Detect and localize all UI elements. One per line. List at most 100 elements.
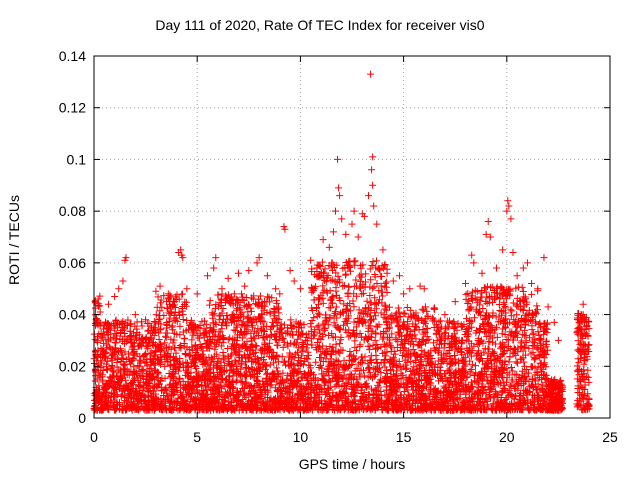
data-point: [332, 303, 340, 311]
data-point: [377, 369, 385, 377]
data-point: [367, 385, 375, 393]
data-point: [486, 284, 494, 292]
data-point: [312, 358, 320, 366]
data-point: [188, 336, 196, 344]
data-point: [396, 312, 404, 320]
data-point: [508, 364, 516, 372]
data-point: [369, 153, 377, 161]
data-point: [171, 362, 179, 370]
data-point: [358, 353, 366, 361]
data-point: [470, 259, 478, 267]
data-point: [278, 353, 286, 361]
data-point: [523, 366, 531, 374]
data-point: [451, 298, 459, 306]
data-point: [272, 285, 280, 293]
data-point: [573, 327, 581, 335]
data-point: [281, 225, 289, 233]
data-point: [257, 318, 265, 326]
data-point: [252, 342, 260, 350]
data-point: [96, 292, 104, 300]
data-point: [353, 282, 361, 290]
data-point: [328, 330, 336, 338]
data-point: [216, 312, 224, 320]
data-point: [389, 277, 397, 285]
data-point: [152, 348, 160, 356]
data-point: [319, 282, 327, 290]
data-point: [438, 340, 446, 348]
data-point: [122, 398, 130, 406]
data-point: [462, 280, 470, 288]
data-point: [336, 192, 344, 200]
data-point: [117, 393, 125, 401]
data-point: [473, 350, 481, 358]
data-point: [367, 276, 375, 284]
data-point: [212, 254, 220, 262]
data-point: [360, 212, 368, 220]
data-point: [233, 376, 241, 384]
data-point: [461, 353, 469, 361]
data-point: [209, 314, 217, 322]
data-point: [325, 243, 333, 251]
data-point: [360, 372, 368, 380]
data-point: [340, 282, 348, 290]
data-point: [335, 184, 343, 192]
data-point: [356, 284, 364, 292]
data-point: [158, 303, 166, 311]
data-point: [122, 254, 130, 262]
data-point: [231, 327, 239, 335]
data-point: [499, 246, 507, 254]
data-point: [382, 319, 390, 327]
data-point: [379, 246, 387, 254]
x-axis-label: GPS time / hours: [298, 456, 406, 472]
data-point: [237, 388, 245, 396]
data-point: [330, 319, 338, 327]
data-point: [246, 314, 254, 322]
data-point: [339, 264, 347, 272]
data-point: [154, 320, 162, 328]
data-point: [486, 233, 494, 241]
data-point: [156, 307, 164, 315]
data-point: [507, 215, 515, 223]
data-point: [337, 336, 345, 344]
data-point: [372, 322, 380, 330]
data-point: [210, 264, 218, 272]
data-point: [445, 319, 453, 327]
data-point: [411, 320, 419, 328]
data-point: [308, 265, 316, 273]
data-point: [405, 391, 413, 399]
data-point: [529, 331, 537, 339]
data-point: [365, 192, 373, 200]
data-point: [331, 322, 339, 330]
data-point: [358, 290, 366, 298]
data-point: [331, 383, 339, 391]
data-point: [454, 396, 462, 404]
data-point: [218, 325, 226, 333]
data-point: [525, 369, 533, 377]
data-point: [519, 264, 527, 272]
data-point: [155, 335, 163, 343]
data-point: [373, 257, 381, 265]
data-point: [345, 333, 353, 341]
data-point: [245, 364, 253, 372]
data-point: [462, 291, 470, 299]
data-point: [463, 373, 471, 381]
data-point: [395, 308, 403, 316]
data-point: [471, 362, 479, 370]
data-point: [492, 294, 500, 302]
data-point: [554, 336, 562, 344]
data-point: [249, 386, 257, 394]
data-point: [354, 379, 362, 387]
data-point: [400, 290, 408, 298]
data-point: [443, 359, 451, 367]
data-point: [420, 285, 428, 293]
data-point: [274, 358, 282, 366]
data-point: [181, 383, 189, 391]
data-point: [303, 333, 311, 341]
data-point: [528, 290, 536, 298]
data-point: [221, 362, 229, 370]
data-point: [510, 382, 518, 390]
data-point: [258, 317, 266, 325]
data-point: [264, 293, 272, 301]
data-point: [183, 368, 191, 376]
